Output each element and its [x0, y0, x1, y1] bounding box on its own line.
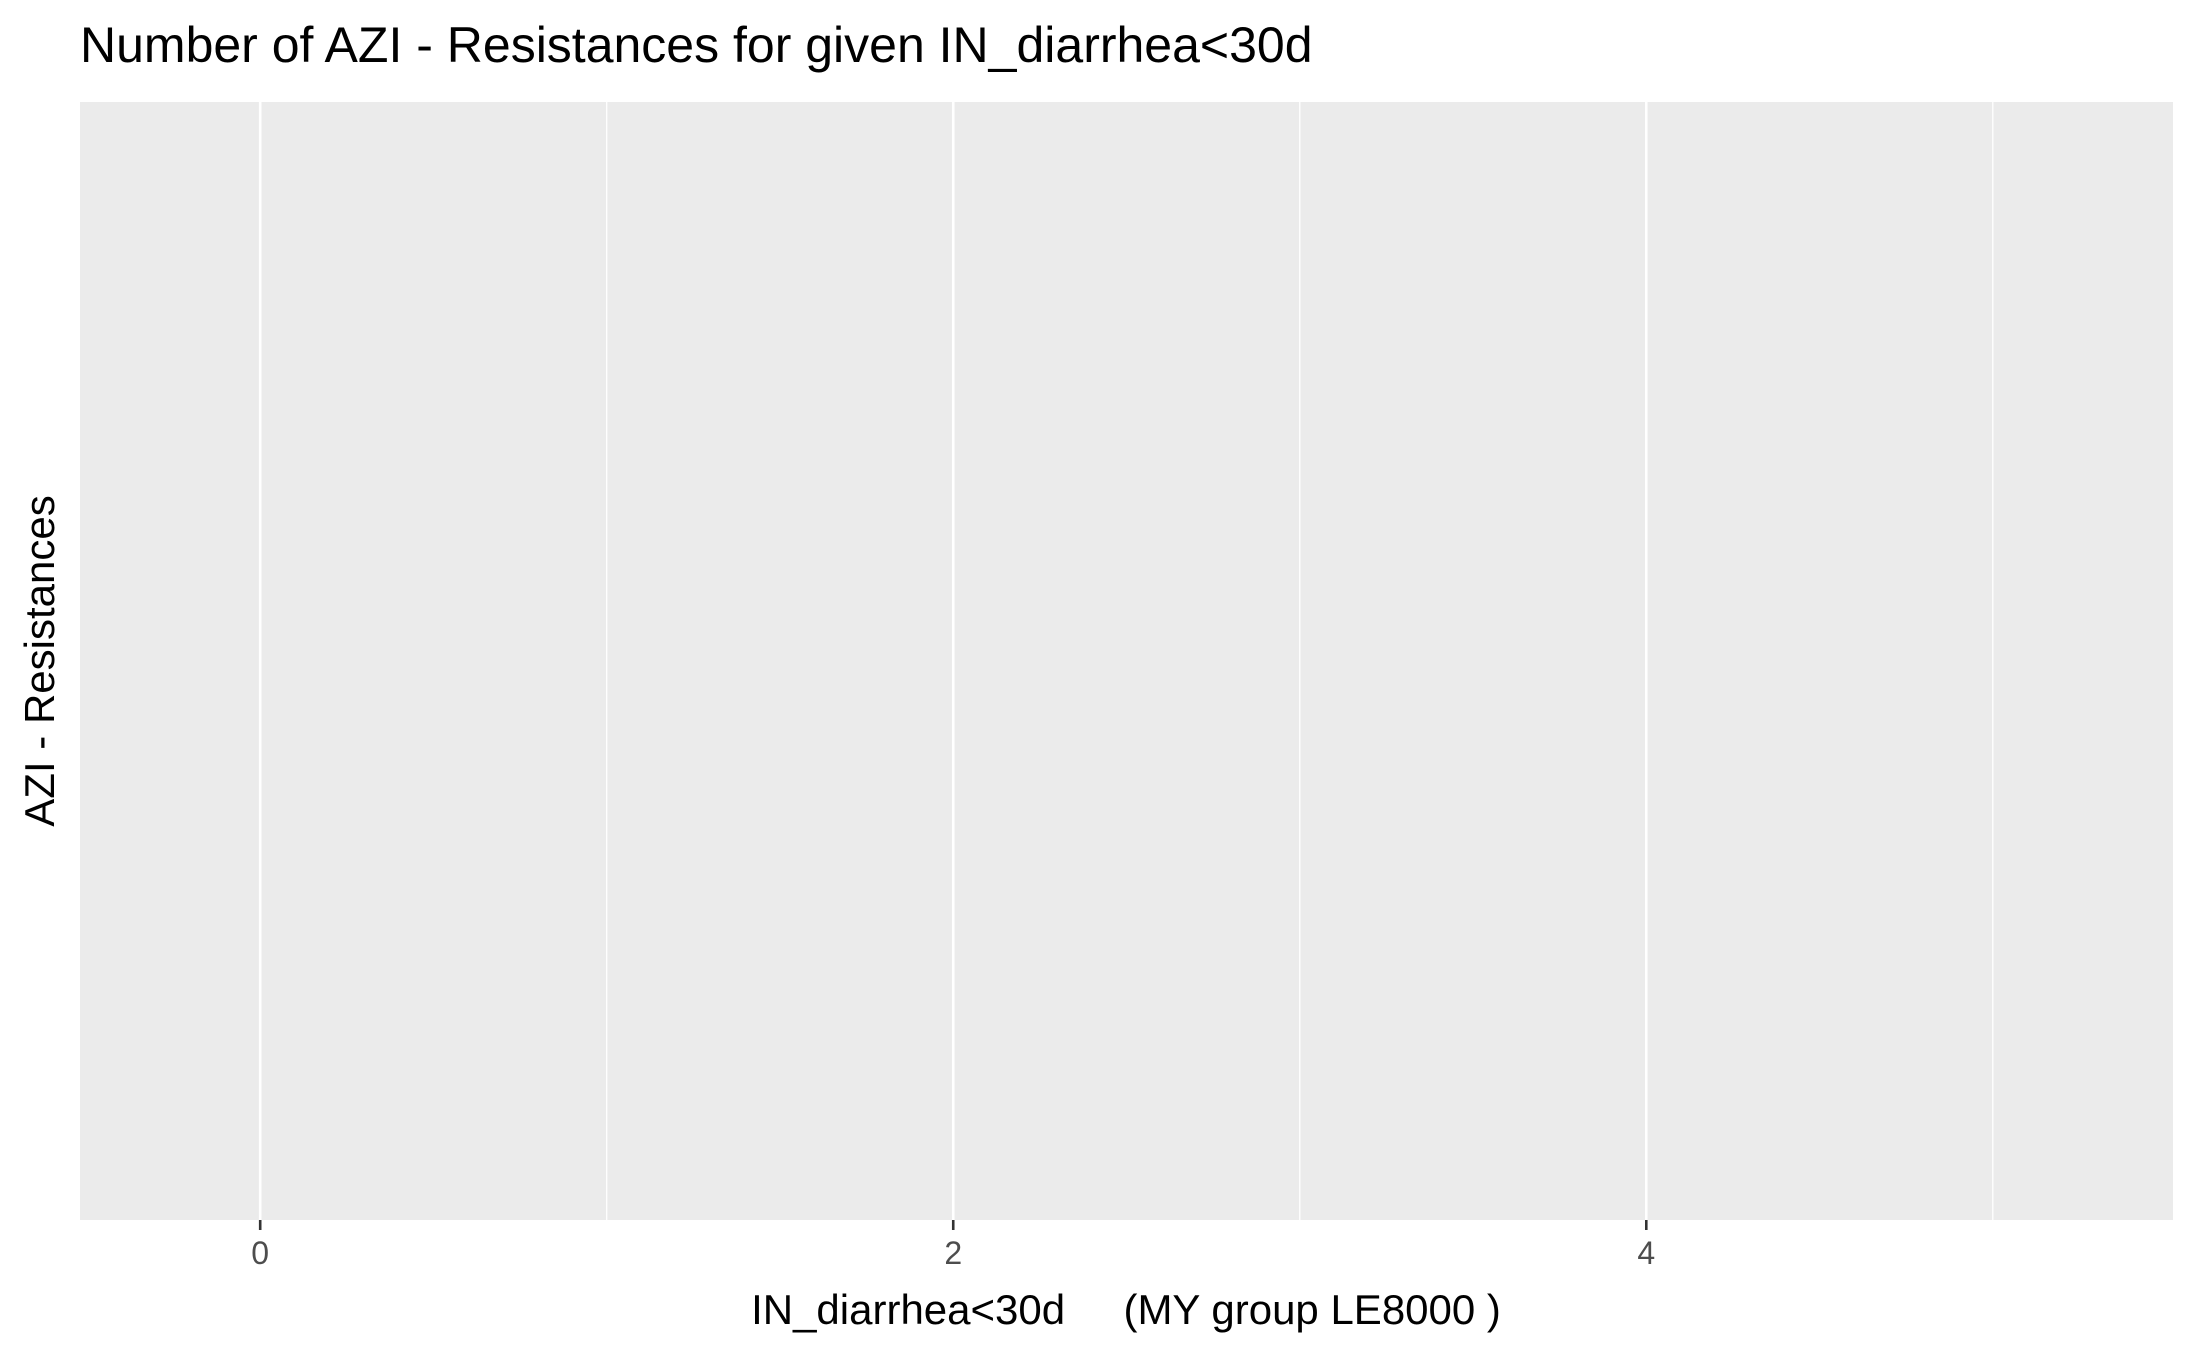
x-axis-title: IN_diarrhea<30d (MY group LE8000 ): [751, 1286, 1501, 1333]
grid-lines: [258, 102, 1994, 1220]
x-tick-label-2: 4: [1637, 1235, 1655, 1271]
y-axis-title: AZI - Resistances: [16, 495, 63, 826]
x-tick-label-1: 2: [944, 1235, 962, 1271]
x-tick-label-0: 0: [251, 1235, 269, 1271]
x-axis-ticks: 0 2 4: [251, 1220, 1655, 1271]
plot-panel: [80, 102, 2173, 1220]
chart-title: Number of AZI - Resistances for given IN…: [80, 17, 1313, 73]
